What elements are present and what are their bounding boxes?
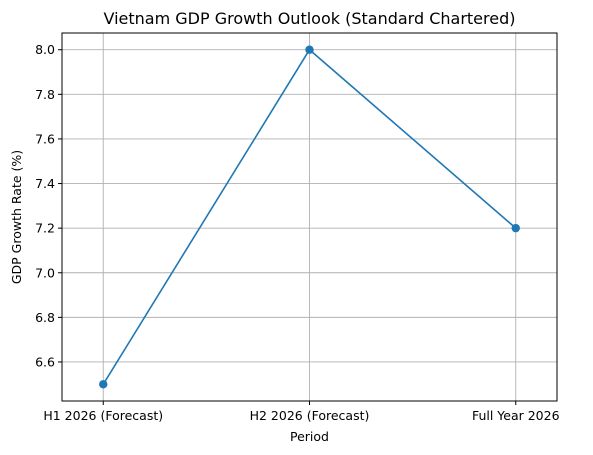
chart-title: Vietnam GDP Growth Outlook (Standard Cha…	[103, 9, 515, 28]
x-axis: H1 2026 (Forecast) H2 2026 (Forecast) Full…	[43, 401, 560, 423]
y-tick-label: 7.8	[35, 87, 55, 102]
y-tick-label: 7.4	[35, 176, 55, 191]
x-axis-label: Period	[290, 429, 329, 444]
y-tick-label: 8.0	[35, 42, 55, 57]
y-axis: 6.6 6.8 7.0 7.2 7.4 7.6 7.8 8.0	[35, 42, 62, 369]
y-tick-label: 7.0	[35, 265, 55, 280]
data-point	[511, 223, 520, 233]
x-tick-label: H2 2026 (Forecast)	[250, 408, 370, 423]
y-tick-label: 7.6	[35, 131, 55, 146]
data-point	[305, 45, 314, 54]
y-tick-label: 6.8	[35, 310, 55, 325]
y-tick-label: 7.2	[35, 221, 55, 236]
x-tick-label: H1 2026 (Forecast)	[43, 408, 163, 423]
y-tick-label: 6.6	[35, 354, 55, 369]
plot-area	[99, 45, 520, 389]
x-tick-label: Full Year 2026	[472, 408, 560, 423]
y-axis-label: GDP Growth Rate (%)	[9, 150, 24, 284]
grid	[62, 33, 557, 401]
data-point	[99, 380, 108, 389]
